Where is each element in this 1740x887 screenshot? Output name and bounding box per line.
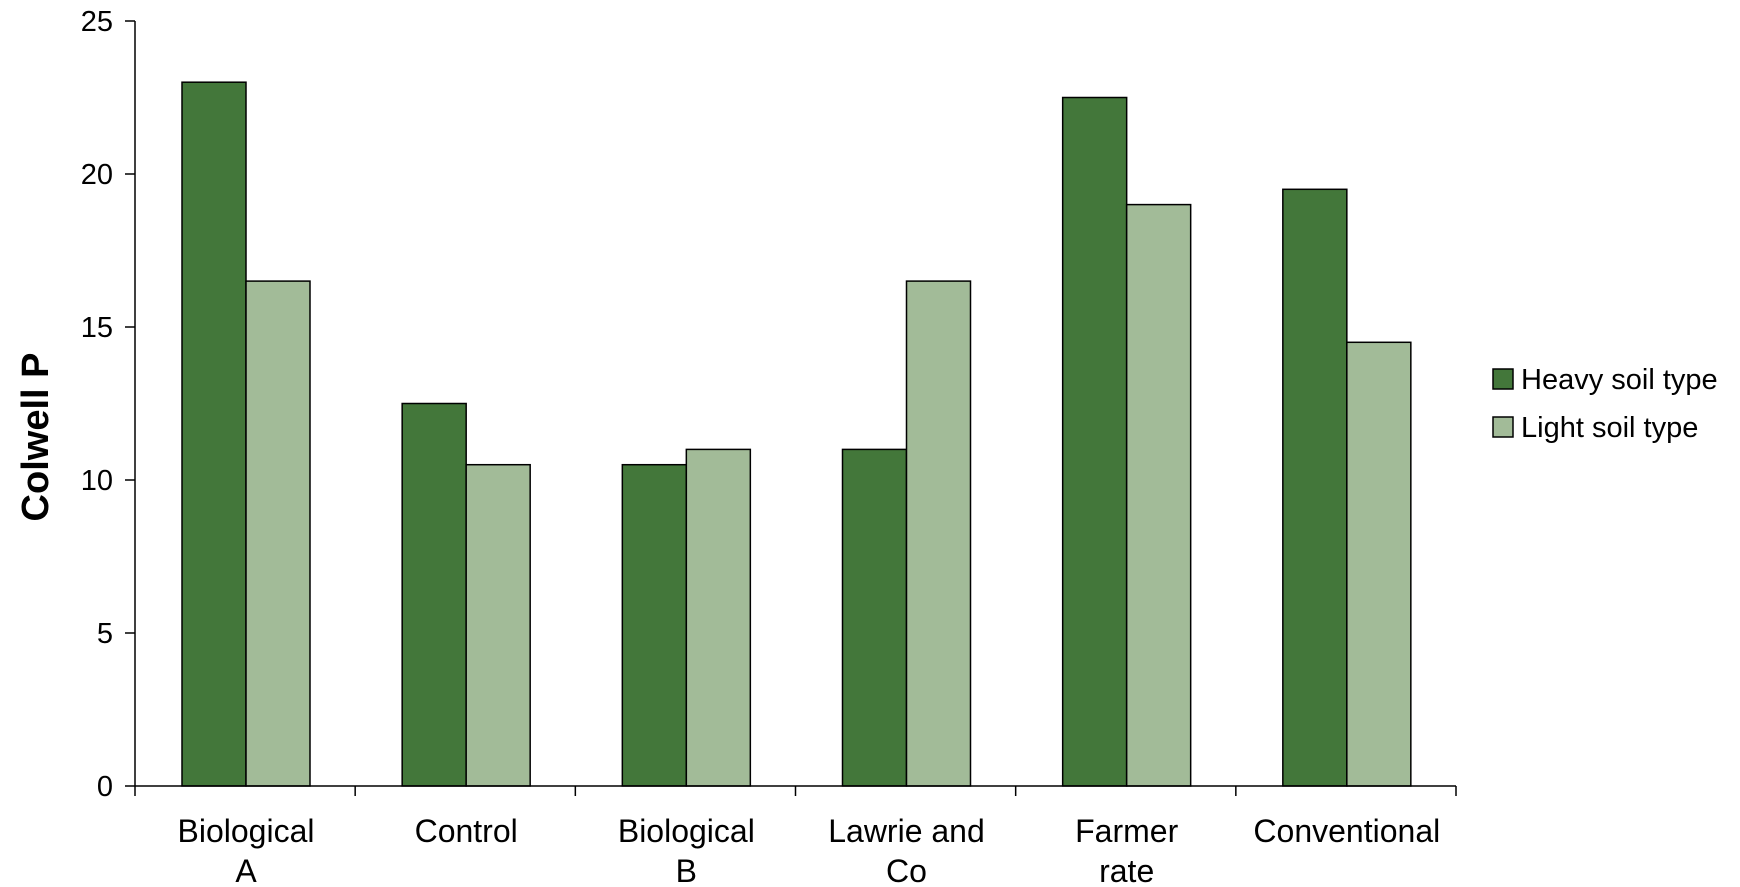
bar-heavy-4 [1061,96,1128,787]
bar-heavy-1 [401,402,467,787]
bar-light-0 [245,280,311,787]
y-tick-label: 20 [81,159,113,191]
legend-swatch-light [1492,416,1514,438]
category-labels-group: Biological A Control Biological B Lawrie and C… [178,813,1441,887]
legend-label-heavy: Heavy soil type [1521,364,1718,396]
legend-label-light: Light soil type [1521,412,1698,444]
y-tick-label: 5 [97,618,113,650]
bar-heavy-0 [181,81,247,787]
y-tick-label: 10 [81,465,113,497]
legend: Heavy soil type Light soil type [1492,364,1718,444]
category-label: Control [415,813,518,849]
bar-light-1 [465,463,531,787]
bar-heavy-2 [621,463,688,787]
y-axis-title: Colwell P [15,353,57,522]
legend-swatch-heavy [1492,368,1514,390]
bar-light-5 [1346,341,1412,787]
y-ticks-group: 0 5 10 15 20 25 [81,6,135,803]
category-label: Biological A [178,813,315,887]
bar-heavy-5 [1282,188,1348,787]
category-label: Conventional [1253,813,1440,849]
bar-heavy-3 [841,448,908,787]
bar-light-2 [685,448,752,787]
category-label: Farmer rate [1075,813,1178,887]
bar-light-4 [1125,203,1192,787]
y-tick-label: 25 [81,6,113,38]
axes-group [134,21,1457,796]
y-tick-label: 15 [81,312,113,344]
bars-group [181,81,1412,787]
bar-light-3 [905,280,972,787]
category-label: Lawrie and Co [828,813,985,887]
category-label: Biological B [618,813,755,887]
y-tick-label: 0 [97,771,113,803]
